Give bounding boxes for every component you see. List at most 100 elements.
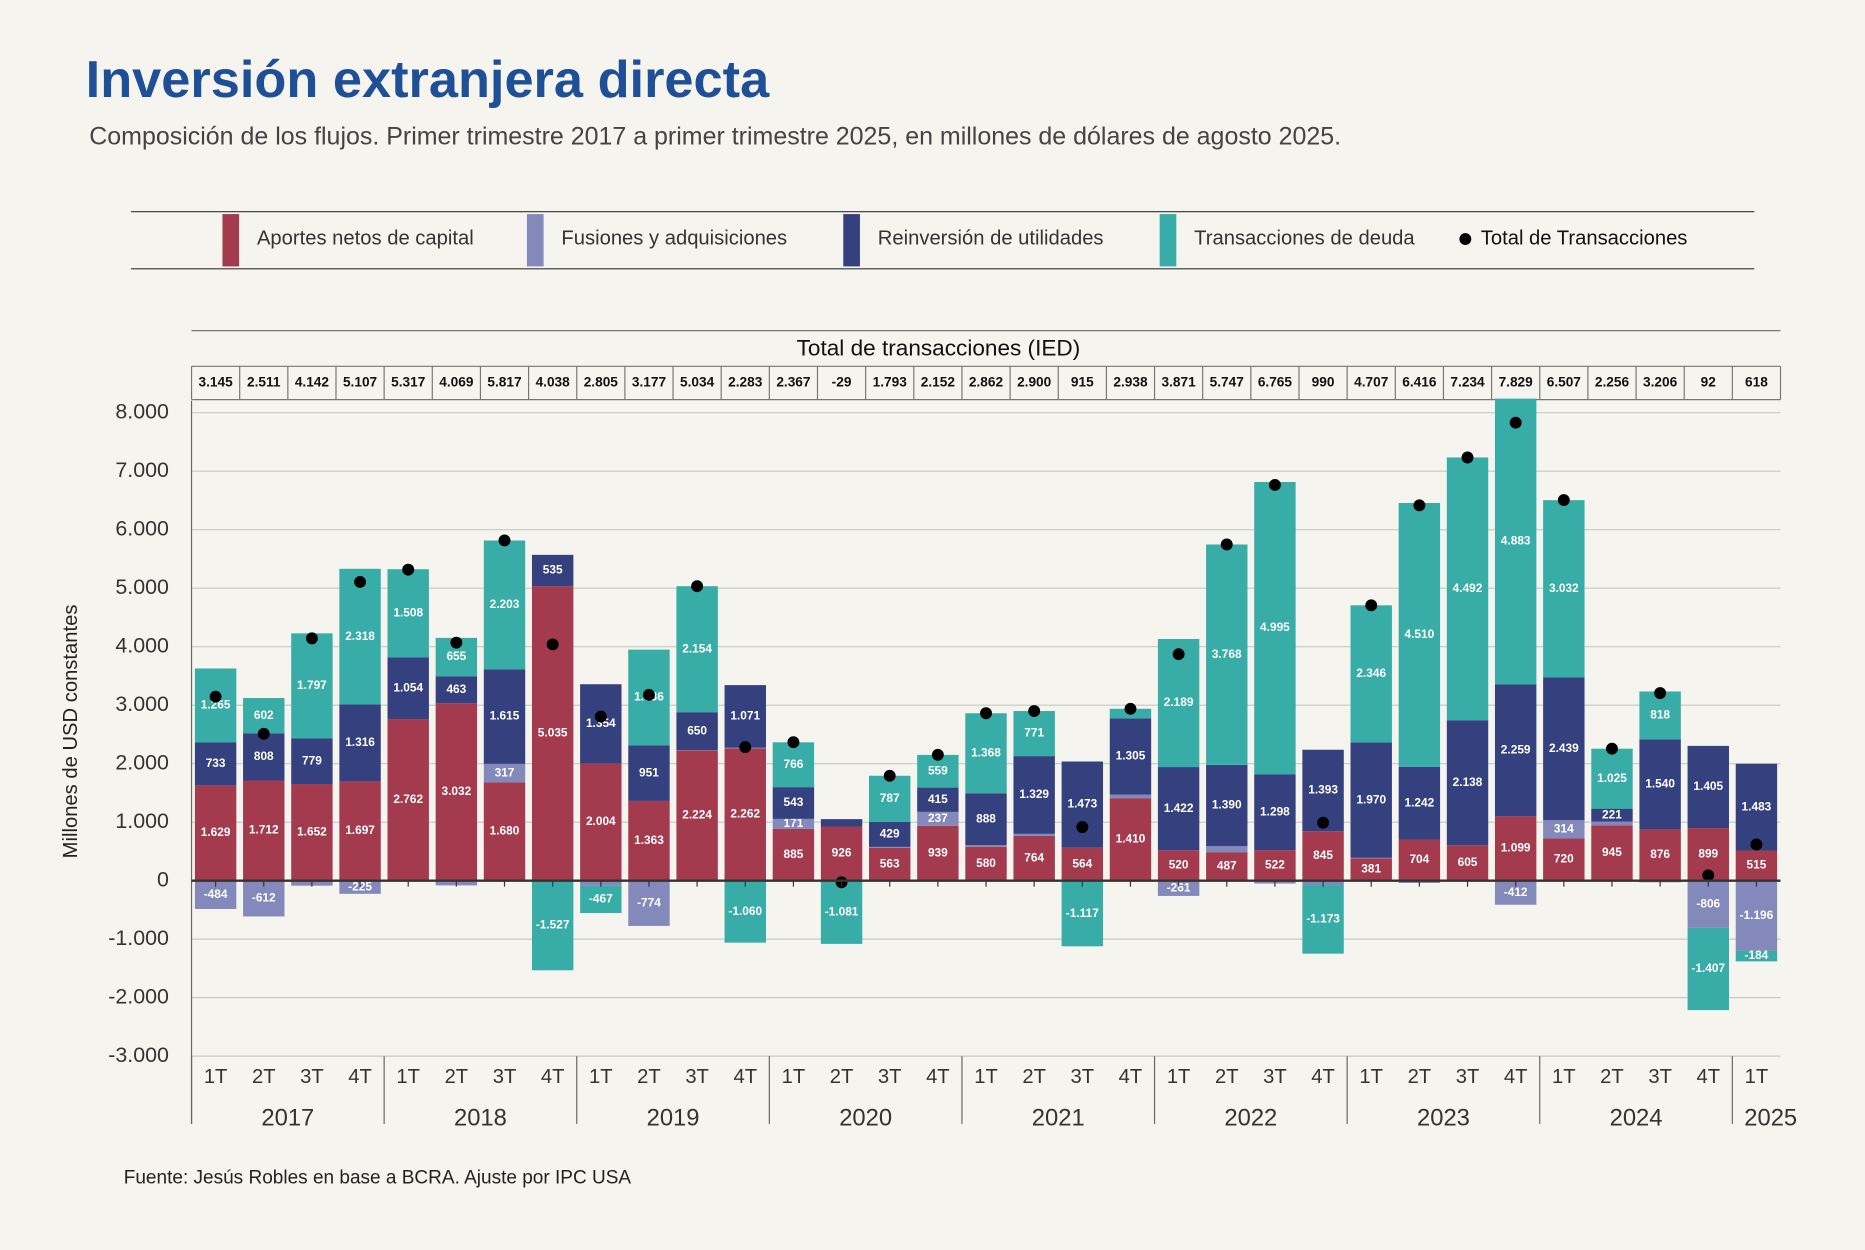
bar-segment [243,698,285,734]
total-marker [1076,821,1089,834]
bar-segment [1446,720,1489,846]
bar-segment [1543,820,1585,839]
bar-segment [1013,833,1055,836]
bar-segment [1302,831,1344,881]
data-label: 650 [687,723,707,737]
data-label: 951 [639,765,659,779]
data-label: 1.422 [1164,801,1194,815]
data-label: 1.712 [249,823,279,837]
data-label: 1.071 [730,709,760,723]
total-marker [498,534,511,547]
bar-segment [580,885,622,914]
data-label: 314 [1554,821,1574,835]
data-label: 2.318 [345,629,375,643]
x-tick-label: 4T [541,1066,565,1088]
bar-segment [1350,858,1392,881]
bar-segment [1639,739,1681,830]
bar-segment [676,750,718,881]
data-label: 605 [1458,855,1478,869]
data-label: 2.203 [490,597,520,611]
data-label: 2.154 [682,641,712,655]
data-label: 888 [976,811,996,825]
data-label: 2.189 [1164,695,1194,709]
data-label: 1.797 [297,678,327,692]
x-tick-label: 4T [1311,1066,1335,1088]
bar-segment [1109,798,1152,881]
x-tick-label: 2T [445,1066,469,1088]
year-label: 2020 [839,1104,892,1131]
bar-segment [1494,684,1537,817]
bar-segment [676,712,718,751]
data-label: 2.224 [682,808,712,822]
total-marker [931,748,944,761]
table-value: 2.256 [1595,375,1630,390]
data-label: 237 [928,811,948,825]
data-label: 1.473 [1067,797,1097,811]
x-tick-label: 4T [1696,1066,1720,1088]
y-tick-label: 7.000 [115,458,169,482]
bar-segment [869,775,911,822]
y-tick-label: 0 [157,867,169,891]
bar-segment [1639,829,1681,881]
bar-segment [628,745,670,801]
data-label: 543 [784,795,804,809]
data-label: 1.242 [1405,795,1435,809]
bar-segment [1398,839,1441,881]
x-tick-label: 2T [1408,1066,1432,1088]
legend-label: Reinversión de utilidades [878,227,1104,249]
data-label: 1.099 [1501,841,1531,855]
bar-segment [339,704,381,782]
bar-segment [1157,639,1200,768]
total-marker [980,707,992,720]
bar-segment [965,845,1007,847]
bar-segment [580,684,622,764]
data-label: 655 [446,649,466,663]
bar-segment [1206,846,1248,853]
table-value: 5.034 [680,375,715,390]
total-marker [257,727,270,740]
data-label: 317 [495,765,515,779]
bar-segment [1350,605,1392,743]
x-tick-label: 1T [1359,1066,1383,1088]
legend-swatch [526,214,544,267]
bar-segment [965,846,1007,881]
bar-segment [1543,500,1585,678]
bar-segment [965,793,1007,846]
data-label: 885 [784,847,804,861]
data-label: 1.265 [201,698,231,712]
total-marker [305,632,318,645]
bar-segment [483,763,526,783]
bar-segment [1591,821,1633,826]
chart-title: Inversión extranjera directa [86,51,770,109]
bar-segment [531,586,574,881]
data-label: 4.883 [1501,534,1531,548]
bar-segment [1398,766,1441,840]
data-label: 463 [446,682,466,696]
data-label: 1.970 [1356,792,1386,806]
data-label: 1.483 [1742,799,1772,813]
x-tick-label: 3T [1456,1066,1480,1088]
bar-segment [1494,398,1537,685]
data-label: -612 [252,891,276,905]
data-label: 1.354 [586,716,616,730]
bar-segment [1735,950,1778,962]
bar-segment [1591,748,1633,809]
bar-segment [1591,825,1633,881]
data-label: 2.138 [1453,775,1483,789]
total-marker [1702,869,1715,882]
bar-segment [531,554,574,587]
data-label: 3.032 [442,784,472,798]
data-label: 559 [928,763,948,777]
x-tick-label: 2T [1600,1066,1624,1088]
bar-segment [1735,763,1778,851]
bar-segment [820,880,863,944]
total-marker [1557,494,1570,506]
y-tick-label: -3.000 [108,1043,169,1067]
bar-segment [1302,885,1344,954]
bar-segment [1254,482,1296,775]
data-label: 4.995 [1260,620,1290,634]
table-value: 2.283 [728,375,763,390]
bar-segment [1061,761,1104,848]
data-label: 602 [254,708,274,722]
